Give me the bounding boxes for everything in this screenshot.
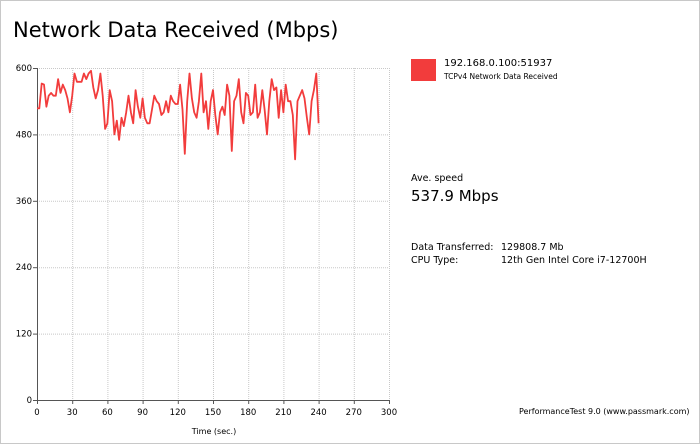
series-line — [37, 69, 320, 161]
tick-labels: 0 30 60 90 120 150 180 210 240 270 300 0 120 240 360 48… — [16, 64, 397, 436]
x-tick-label: 180 — [240, 408, 256, 418]
chart-title: Network Data Received (Mbps) — [13, 18, 339, 42]
legend-swatch — [411, 59, 436, 81]
credit-text: PerformanceTest 9.0 (www.passmark.com) — [519, 407, 690, 416]
x-axis-label: Time (sec.) — [191, 427, 236, 436]
x-tick-label: 30 — [67, 408, 78, 418]
x-tick-label: 120 — [170, 408, 186, 418]
x-tick-label: 210 — [275, 408, 291, 418]
x-tick-label: 270 — [346, 408, 362, 418]
data-transferred-value: 129808.7 Mb — [501, 242, 564, 253]
x-tick-label: 0 — [34, 408, 39, 418]
y-tick-label: 360 — [16, 197, 32, 207]
y-tick-label: 600 — [16, 64, 32, 74]
axes — [33, 68, 390, 404]
x-tick-label: 240 — [310, 408, 326, 418]
data-transferred-label: Data Transferred: — [411, 242, 494, 253]
average-speed-label: Ave. speed — [411, 173, 464, 184]
legend-series-description: TCPv4 Network Data Received — [444, 72, 558, 81]
y-tick-label: 0 — [27, 396, 32, 406]
average-speed-value: 537.9 Mbps — [411, 187, 499, 205]
y-tick-label: 480 — [16, 130, 32, 140]
y-tick-label: 240 — [16, 263, 32, 273]
x-tick-label: 300 — [381, 408, 397, 418]
x-tick-label: 60 — [102, 408, 113, 418]
x-tick-label: 150 — [205, 408, 221, 418]
y-tick-label: 120 — [16, 330, 32, 340]
legend-series-name: 192.168.0.100:51937 — [444, 58, 553, 69]
grid-lines — [37, 68, 390, 400]
x-tick-label: 90 — [137, 408, 148, 418]
cpu-type-label: CPU Type: — [411, 255, 459, 266]
series-layer — [37, 69, 320, 161]
cpu-type-value: 12th Gen Intel Core i7-12700H — [501, 255, 647, 266]
